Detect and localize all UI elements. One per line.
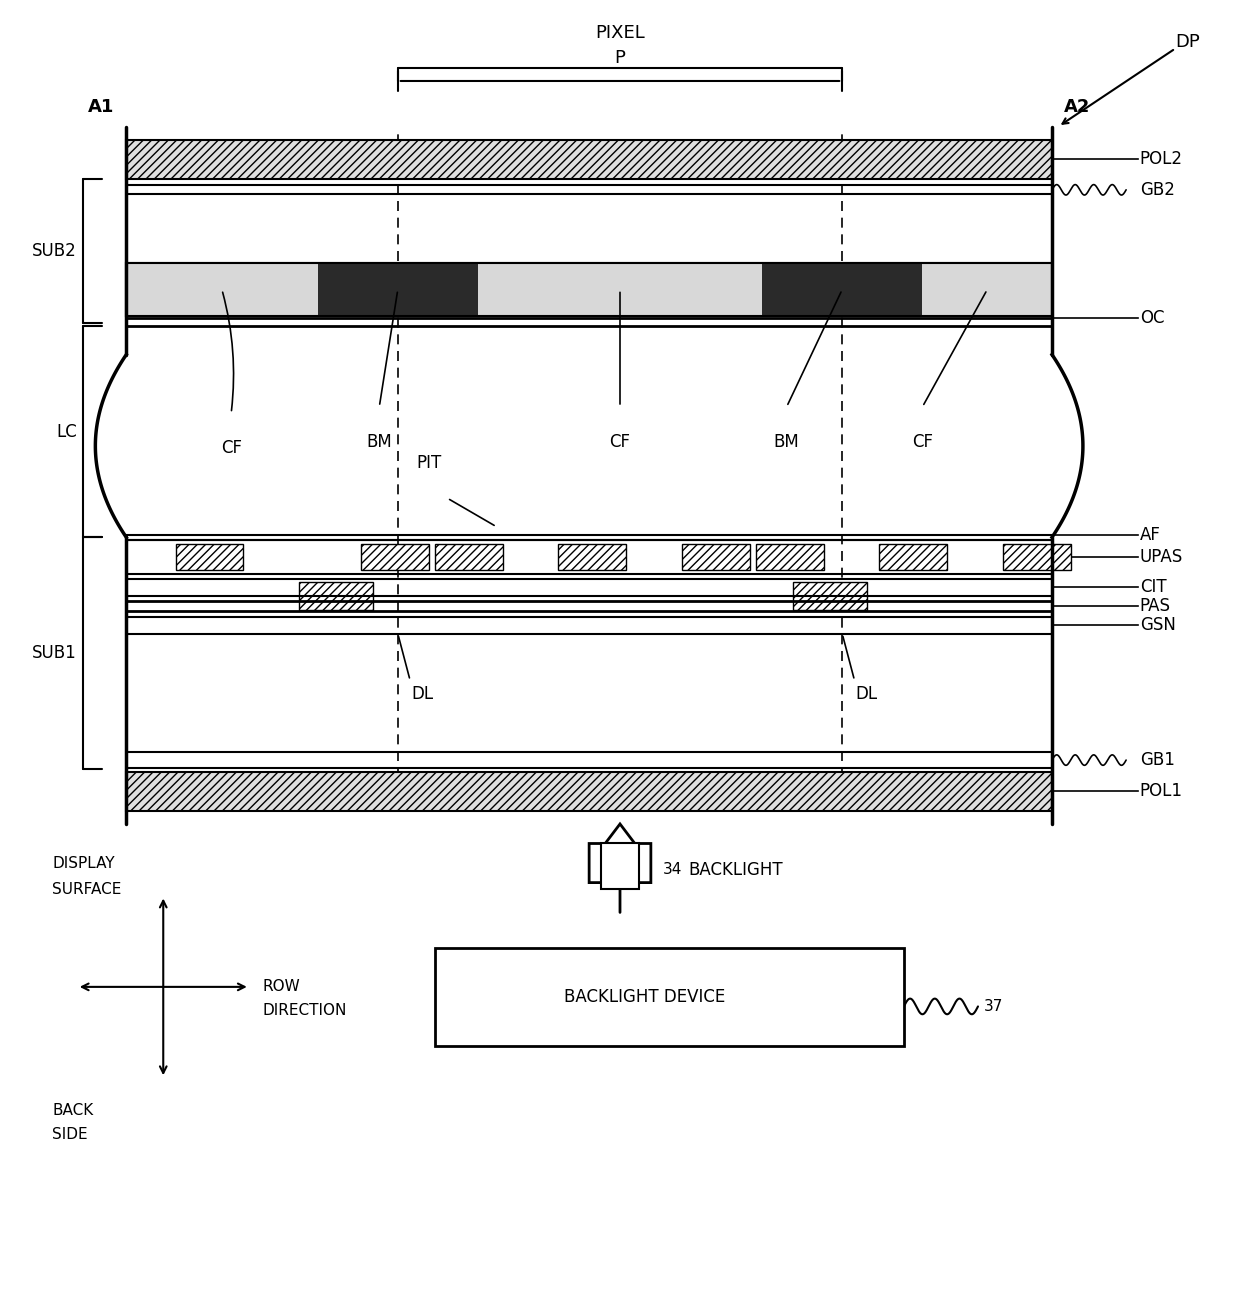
Bar [879,543,947,569]
Text: OC: OC [1140,309,1164,327]
Bar [792,581,867,610]
Text: LC: LC [56,423,77,441]
Bar [756,543,823,569]
Bar [126,263,1052,315]
Polygon shape [601,843,639,889]
Text: SURFACE: SURFACE [52,882,122,897]
Bar [361,543,429,569]
Text: SIDE: SIDE [52,1127,88,1141]
Text: AF: AF [1140,526,1161,543]
Bar [1003,543,1070,569]
Text: SUB2: SUB2 [32,242,77,260]
Text: PIXEL: PIXEL [595,24,645,42]
Bar [682,543,750,569]
Text: GB1: GB1 [1140,751,1174,770]
Text: A1: A1 [88,98,114,117]
Bar [176,543,243,569]
Bar [317,263,479,315]
Text: DL: DL [412,685,434,703]
Text: POL1: POL1 [1140,783,1183,800]
Text: P: P [615,48,625,67]
Bar [761,263,923,315]
Bar [126,140,1052,179]
Text: DL: DL [856,685,878,703]
Text: BACKLIGHT DEVICE: BACKLIGHT DEVICE [564,988,725,1005]
Polygon shape [589,823,651,882]
Bar [126,263,1052,315]
Text: UPAS: UPAS [1140,547,1183,565]
Bar [435,948,904,1046]
Text: BACKLIGHT: BACKLIGHT [688,860,782,878]
Bar [479,263,761,315]
Text: BACK: BACK [52,1103,93,1118]
Bar [558,543,626,569]
Text: ROW: ROW [262,979,300,995]
Text: PAS: PAS [1140,597,1171,615]
Text: POL2: POL2 [1140,151,1183,168]
Bar [435,543,502,569]
Text: A2: A2 [1064,98,1091,117]
Text: BM: BM [366,433,392,450]
Text: CF: CF [610,433,630,450]
Text: GB2: GB2 [1140,181,1174,199]
Bar [842,263,1052,315]
Text: 37: 37 [985,999,1003,1014]
Text: DP: DP [1176,33,1200,51]
Text: CF: CF [221,440,242,457]
Text: 34: 34 [663,863,682,877]
Text: DISPLAY: DISPLAY [52,856,115,870]
Text: BM: BM [774,433,800,450]
Text: PIT: PIT [417,454,441,473]
Text: GSN: GSN [1140,617,1176,634]
Bar [299,581,373,610]
Text: CF: CF [911,433,932,450]
Text: DIRECTION: DIRECTION [262,1003,346,1018]
Bar [126,263,398,315]
Text: SUB1: SUB1 [32,644,77,662]
Bar [126,772,1052,810]
Text: CIT: CIT [1140,579,1167,597]
